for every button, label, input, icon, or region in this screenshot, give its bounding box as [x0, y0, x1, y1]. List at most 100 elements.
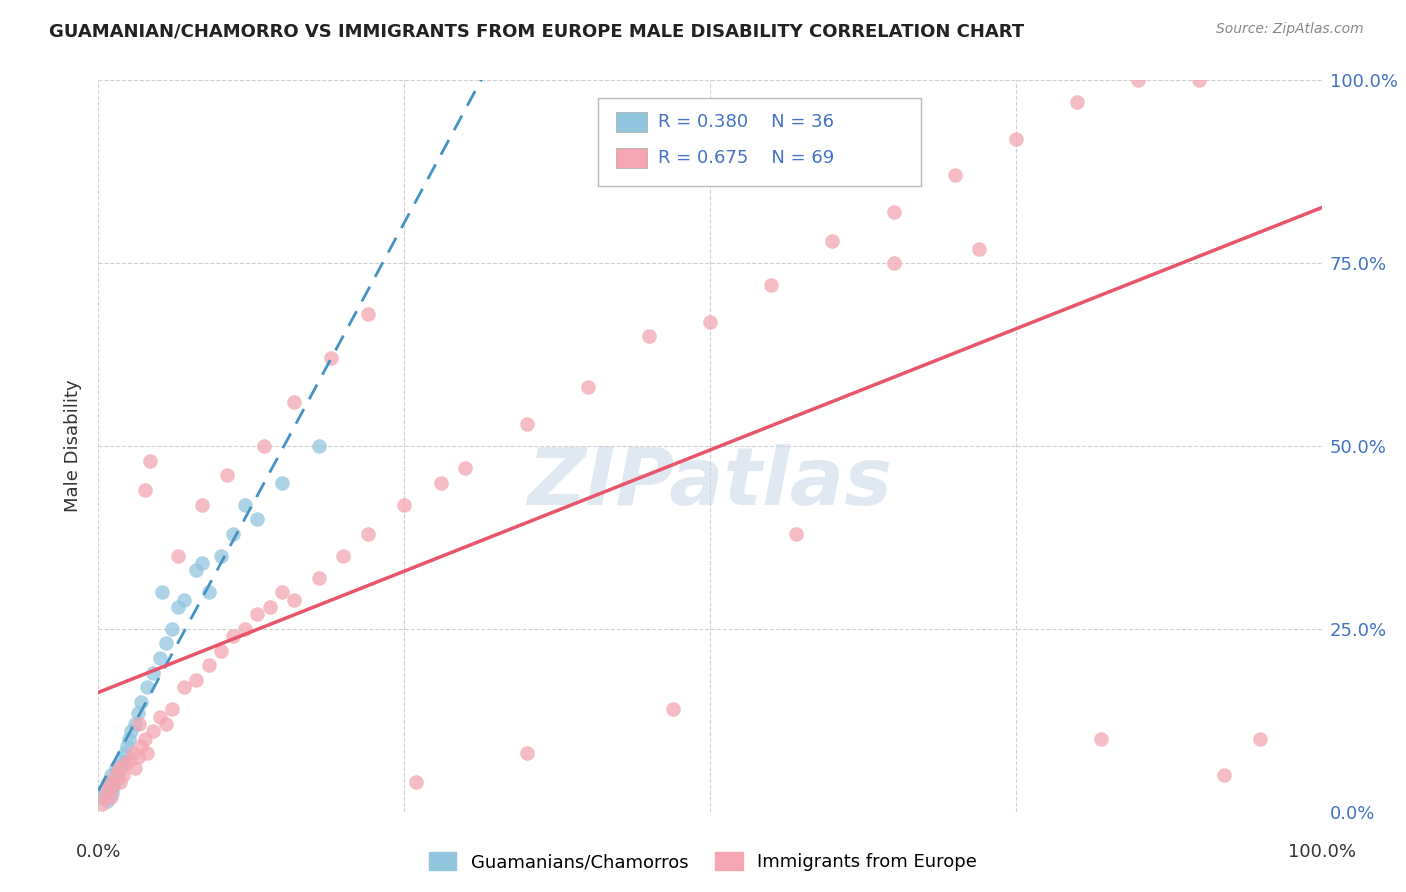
Point [785, 526, 807, 541]
Point [149, 651, 172, 665]
Point [160, 702, 183, 716]
Point [197, 585, 219, 599]
Point [209, 549, 232, 563]
Point [136, 681, 159, 695]
Y-axis label: Male Disability: Male Disability [65, 380, 83, 512]
Point [308, 571, 330, 585]
Point [1250, 731, 1272, 746]
Point [127, 706, 149, 720]
Point [150, 585, 173, 599]
Point [129, 695, 152, 709]
Point [283, 395, 305, 409]
Point [270, 475, 294, 490]
Point [93, 790, 115, 805]
Point [1090, 731, 1112, 746]
Point [101, 779, 124, 793]
Point [186, 563, 208, 577]
Point [167, 599, 190, 614]
Point [638, 329, 661, 343]
Point [101, 779, 124, 793]
Point [127, 749, 149, 764]
Text: ZIPatlas: ZIPatlas [527, 443, 893, 522]
Point [454, 461, 477, 475]
Point [761, 278, 783, 293]
Point [114, 757, 136, 772]
Text: 100.0%: 100.0% [1288, 843, 1355, 861]
Point [1066, 95, 1088, 110]
Point [252, 439, 274, 453]
Point [197, 658, 219, 673]
Point [186, 673, 208, 687]
Point [270, 585, 294, 599]
Point [233, 498, 256, 512]
Point [356, 526, 378, 541]
Point [101, 787, 124, 801]
Point [100, 768, 122, 782]
Point [98, 775, 121, 789]
Point [233, 622, 256, 636]
Point [356, 307, 378, 321]
Point [173, 592, 195, 607]
Point [124, 717, 146, 731]
Point [139, 453, 162, 467]
Point [1188, 73, 1211, 87]
Point [883, 205, 905, 219]
Point [332, 549, 354, 563]
Point [104, 761, 127, 775]
Point [662, 702, 685, 716]
Point [111, 757, 134, 772]
Point [392, 498, 416, 512]
Point [115, 739, 138, 753]
Point [136, 746, 159, 760]
Point [1004, 132, 1026, 146]
Point [1128, 73, 1150, 87]
Point [100, 790, 122, 805]
Point [576, 380, 599, 394]
Point [1212, 768, 1234, 782]
Point [96, 782, 118, 797]
Text: Source: ZipAtlas.com: Source: ZipAtlas.com [1216, 22, 1364, 37]
Point [167, 549, 190, 563]
Point [160, 622, 183, 636]
Point [222, 526, 245, 541]
Text: R = 0.380    N = 36: R = 0.380 N = 36 [658, 113, 834, 131]
Point [699, 315, 721, 329]
Point [91, 797, 114, 812]
Point [121, 746, 143, 760]
Point [155, 717, 177, 731]
Point [93, 782, 115, 797]
Text: 0.0%: 0.0% [76, 843, 121, 861]
Point [319, 351, 342, 366]
Point [142, 665, 165, 680]
Text: GUAMANIAN/CHAMORRO VS IMMIGRANTS FROM EUROPE MALE DISABILITY CORRELATION CHART: GUAMANIAN/CHAMORRO VS IMMIGRANTS FROM EU… [49, 22, 1025, 40]
Point [215, 468, 238, 483]
Point [191, 556, 214, 570]
Point [120, 724, 142, 739]
Point [124, 761, 146, 775]
Point [259, 599, 281, 614]
Point [173, 681, 195, 695]
Point [155, 636, 177, 650]
Point [111, 754, 134, 768]
Point [104, 768, 127, 782]
Point [134, 483, 156, 497]
Point [246, 607, 269, 622]
Point [108, 764, 131, 779]
Point [246, 512, 269, 526]
Point [967, 242, 990, 256]
Point [128, 717, 150, 731]
Point [149, 709, 172, 723]
Point [96, 794, 118, 808]
Point [405, 775, 427, 789]
Point [943, 169, 966, 183]
Point [129, 739, 152, 753]
Point [516, 417, 538, 431]
Point [110, 775, 132, 789]
Point [222, 629, 245, 643]
Point [191, 498, 214, 512]
Point [114, 746, 136, 760]
Point [142, 724, 165, 739]
Point [883, 256, 905, 270]
Point [118, 731, 141, 746]
Point [283, 592, 305, 607]
